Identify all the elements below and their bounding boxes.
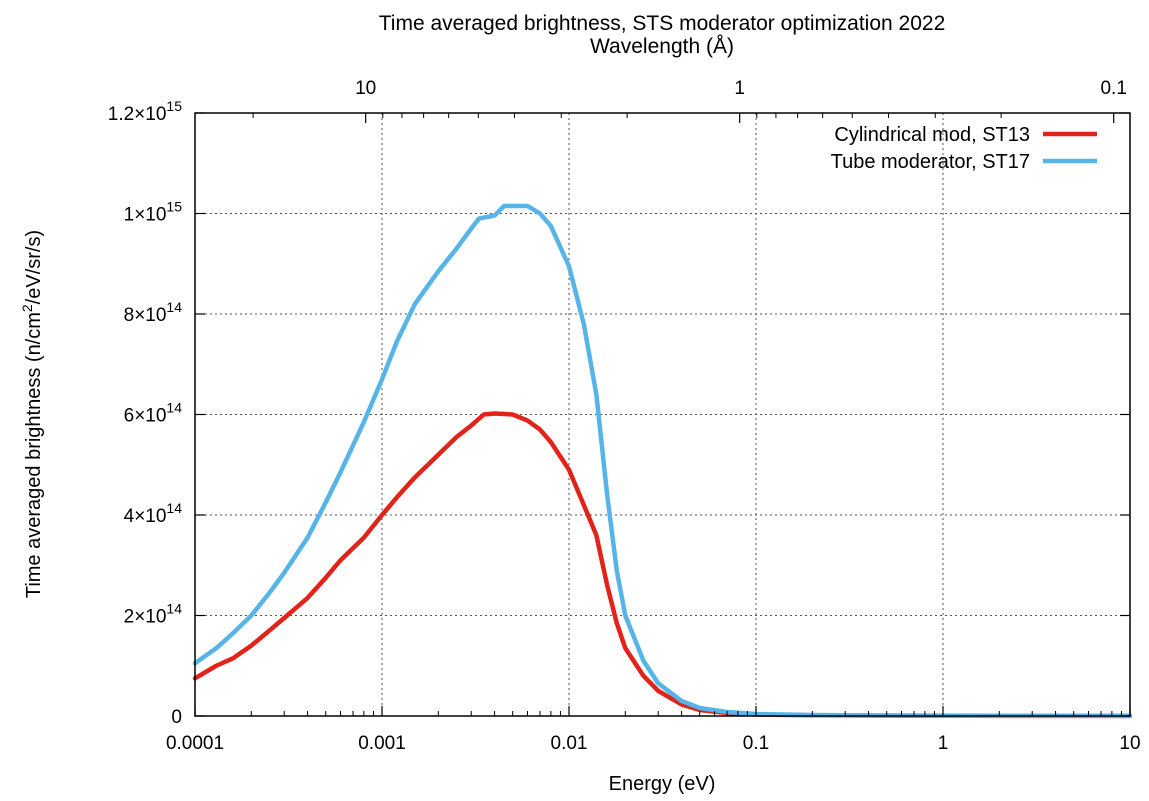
series-line-2 [192,203,1133,719]
y-axis-label-main: Time averaged brightness (n/cm [23,312,45,598]
series-line-1 [192,411,1133,719]
grid-lines [195,113,1130,716]
x-axis-label: Energy (eV) [609,773,716,795]
axis-ticks: 0.0001 0.001 0.01 0.1 1 10 10 1 0.1 0 2×1014 4×1014… [108,78,1141,754]
x-tick-label: 0.1 [743,733,769,754]
y-tick-label: 4×1014 [124,500,183,527]
x2-tick-label: 1 [734,78,745,99]
x2-tick-label: 0.1 [1100,78,1126,99]
legend-label-1: Cylindrical mod, ST13 [834,124,1030,146]
x-tick-label: 10 [1119,733,1140,754]
x2-tick-label: 10 [355,78,376,99]
y-tick-label: 0 [171,707,182,728]
x-tick-label: 0.0001 [166,733,224,754]
legend-label-2: Tube moderator, ST17 [831,151,1030,173]
x-tick-label: 1 [938,733,949,754]
x-tick-label: 0.001 [358,733,406,754]
x2-axis-label: Wavelength (Å) [590,35,734,58]
y-tick-label: 8×1014 [124,299,183,326]
y-tick-label: 6×1014 [124,400,183,427]
y-tick-label: 1×1015 [124,199,183,226]
x-tick-label: 0.01 [551,733,588,754]
series-layer [192,203,1133,719]
y-axis-label-tail: /eV/sr/s) [23,230,45,304]
legend: Cylindrical mod, ST13 Tube moderator, ST1… [831,124,1097,173]
y-tick-label: 1.2×1015 [108,98,182,125]
y-axis-label-sup: 2 [19,304,35,312]
y-tick-label: 2×1014 [124,601,183,628]
y-axis-label: Time averaged brightness (n/cm2/eV/sr/s) [19,230,45,598]
chart-title: Time averaged brightness, STS moderator … [379,12,946,35]
